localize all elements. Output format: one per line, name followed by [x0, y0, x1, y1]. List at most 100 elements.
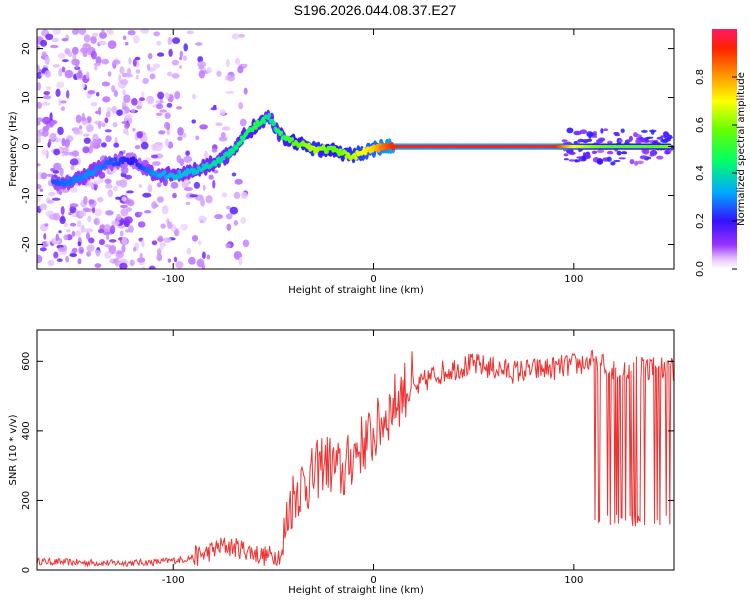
noise-blob	[111, 105, 117, 114]
noise-blob	[146, 63, 151, 71]
x-tick-label: -100	[162, 575, 185, 586]
noise-blob	[208, 174, 214, 180]
noise-blob	[156, 182, 162, 188]
noise-blob	[49, 44, 59, 49]
noise-blob	[104, 251, 112, 259]
noise-blob	[92, 32, 99, 38]
noise-blob	[48, 191, 56, 197]
noise-blob	[75, 60, 79, 69]
y-tick-label: -10	[21, 187, 32, 203]
noise-blob	[238, 34, 245, 38]
noise-blob	[147, 97, 154, 105]
noise-blob	[85, 181, 94, 186]
noise-blob	[79, 210, 87, 217]
noise-blob	[82, 44, 92, 47]
noise-blob	[52, 212, 60, 221]
noise-blob	[63, 234, 69, 241]
noise-blob	[137, 257, 146, 263]
noise-blob	[83, 195, 88, 205]
noise-blob	[220, 132, 226, 138]
noise-blob	[133, 35, 140, 44]
noise-blob	[205, 195, 213, 204]
noise-blob	[40, 172, 48, 180]
noise-blob	[95, 249, 101, 257]
ridge-core	[177, 169, 181, 175]
noise-blob	[40, 39, 48, 47]
noise-blob	[212, 179, 216, 189]
y-tick-label: 200	[21, 491, 32, 510]
noise-blob	[225, 243, 232, 249]
noise-blob	[42, 95, 52, 100]
noise-blob	[150, 154, 159, 159]
noise-blob	[43, 233, 47, 240]
noise-blob	[191, 119, 196, 124]
noise-blob	[621, 151, 628, 155]
ridge-core	[130, 160, 135, 166]
noise-blob	[60, 106, 66, 111]
noise-blob	[136, 131, 143, 139]
noise-blob	[186, 247, 192, 255]
noise-blob	[101, 81, 111, 87]
noise-blob	[123, 35, 127, 41]
noise-blob	[592, 131, 598, 134]
noise-blob	[600, 128, 604, 134]
noise-blob	[237, 66, 244, 74]
noise-blob	[563, 158, 569, 161]
noise-blob	[156, 248, 162, 255]
noise-blob	[649, 153, 655, 157]
noise-blob	[94, 217, 100, 226]
noise-blob	[200, 198, 206, 207]
noise-blob	[75, 114, 82, 124]
noise-blob	[196, 258, 205, 268]
noise-blob	[37, 101, 43, 109]
colorbar: 0.0 0.2 0.4 0.6 0.8 Normalized spectral ampl…	[695, 29, 747, 277]
noise-blob	[211, 148, 218, 153]
noise-blob	[80, 224, 85, 233]
noise-blob	[628, 135, 633, 142]
noise-blob	[118, 74, 122, 82]
noise-blob	[131, 98, 138, 106]
colorbar-label: Normalized spectral amplitude	[736, 72, 747, 226]
x-tick-label: 0	[370, 575, 376, 586]
x-tick-label: -100	[162, 274, 185, 285]
noise-blob	[81, 83, 86, 89]
noise-blob	[83, 133, 90, 137]
noise-blob	[136, 105, 142, 110]
noise-blob	[141, 239, 145, 248]
noise-blob	[606, 150, 614, 155]
noise-blob	[37, 117, 44, 123]
colorbar-tick-label: 0.2	[695, 213, 706, 229]
noise-blob	[198, 69, 206, 79]
noise-blob	[643, 148, 650, 155]
noise-blob	[242, 239, 250, 248]
noise-blob	[59, 216, 66, 225]
noise-blob	[79, 47, 89, 54]
noise-blob	[104, 117, 109, 124]
colorbar-tick-label: 0.0	[695, 261, 706, 277]
noise-blob	[70, 165, 75, 171]
noise-blob	[97, 138, 102, 145]
noise-blob	[140, 134, 148, 143]
noise-blob	[105, 233, 110, 241]
noise-blob	[234, 178, 243, 185]
ridge-core	[253, 122, 257, 127]
noise-blob	[152, 161, 161, 166]
noise-blob	[243, 87, 248, 95]
noise-blob	[660, 138, 666, 143]
noise-blob	[239, 118, 247, 127]
noise-blob	[641, 129, 648, 133]
noise-blob	[173, 256, 178, 263]
noise-blob	[55, 88, 61, 98]
noise-blob	[92, 138, 99, 148]
noise-blob	[164, 112, 171, 119]
noise-blob	[37, 82, 41, 91]
noise-blob	[197, 61, 207, 68]
noise-blob	[44, 55, 50, 65]
snr-y-ticks: 0 200 400 600	[21, 352, 674, 573]
x-tick-label: 0	[370, 274, 376, 285]
noise-blob	[128, 118, 133, 125]
noise-blob	[134, 145, 141, 150]
noise-blob	[618, 157, 626, 160]
noise-blob	[620, 128, 625, 134]
